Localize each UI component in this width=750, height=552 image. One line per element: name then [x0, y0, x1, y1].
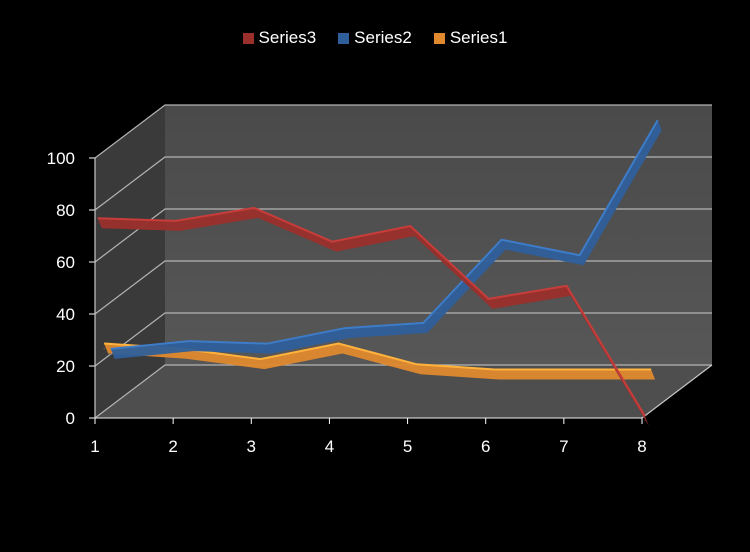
legend-label-series3: Series3 — [258, 28, 317, 47]
x-tick-label: 5 — [403, 437, 412, 456]
data-point — [566, 290, 568, 292]
data-point — [494, 374, 496, 376]
data-point — [188, 345, 190, 347]
series1-swatch-icon — [433, 32, 445, 44]
side-wall — [95, 105, 165, 418]
x-tick-label: 2 — [168, 437, 177, 456]
data-point — [488, 303, 490, 305]
x-tick-label: 6 — [481, 437, 490, 456]
data-point — [175, 225, 177, 227]
x-tick-label: 7 — [559, 437, 568, 456]
data-point — [181, 353, 183, 355]
series3-swatch-icon — [242, 32, 254, 44]
data-point — [579, 259, 581, 261]
data-point — [253, 212, 255, 214]
y-tick-label: 80 — [56, 201, 75, 220]
y-tick-label: 40 — [56, 305, 75, 324]
legend-label-series1: Series1 — [449, 28, 508, 47]
data-point — [110, 353, 112, 355]
data-point — [97, 222, 99, 224]
legend-item-series1: Series1 — [433, 28, 508, 48]
series2-swatch-icon — [338, 32, 350, 44]
data-point — [266, 348, 268, 350]
data-point — [572, 374, 574, 376]
data-point — [331, 246, 333, 248]
x-tick-label: 4 — [325, 437, 334, 456]
data-point — [338, 348, 340, 350]
legend-item-series3: Series3 — [242, 28, 317, 48]
data-point — [500, 244, 502, 246]
gridline — [94, 104, 712, 159]
x-tick-label: 3 — [247, 437, 256, 456]
gridline — [94, 156, 712, 211]
data-point — [409, 230, 411, 232]
data-point — [422, 327, 424, 329]
legend: Series3 Series2 Series1 — [0, 28, 750, 48]
back-wall — [165, 105, 712, 365]
data-point — [416, 368, 418, 370]
legend-label-series2: Series2 — [354, 28, 412, 47]
data-point — [344, 332, 346, 334]
series-series3 — [97, 206, 649, 426]
x-tick-label: 8 — [637, 437, 646, 456]
data-point — [657, 124, 659, 126]
gridline — [94, 208, 712, 263]
x-tick-label: 1 — [90, 437, 99, 456]
series-series2 — [110, 119, 662, 359]
data-point — [650, 374, 652, 376]
legend-item-series2: Series2 — [338, 28, 412, 48]
data-point — [103, 348, 105, 350]
floor-edge — [641, 364, 713, 419]
gridline — [94, 260, 712, 315]
x-axis-ticks: 1 2 3 4 5 6 7 8 — [90, 418, 647, 456]
series-line-series3 — [97, 206, 646, 417]
series-ribbon-series3 — [97, 207, 649, 426]
series-layer — [97, 119, 662, 426]
gridlines — [89, 104, 713, 419]
y-axis-ticks: 0 20 40 60 80 100 — [47, 149, 75, 428]
y-tick-label: 0 — [66, 409, 75, 428]
data-point — [259, 363, 261, 365]
y-tick-label: 100 — [47, 149, 75, 168]
data-point — [644, 420, 646, 422]
y-tick-label: 60 — [56, 253, 75, 272]
series-line-series2 — [110, 119, 659, 350]
gridline — [94, 364, 712, 419]
y-tick-label: 20 — [56, 357, 75, 376]
